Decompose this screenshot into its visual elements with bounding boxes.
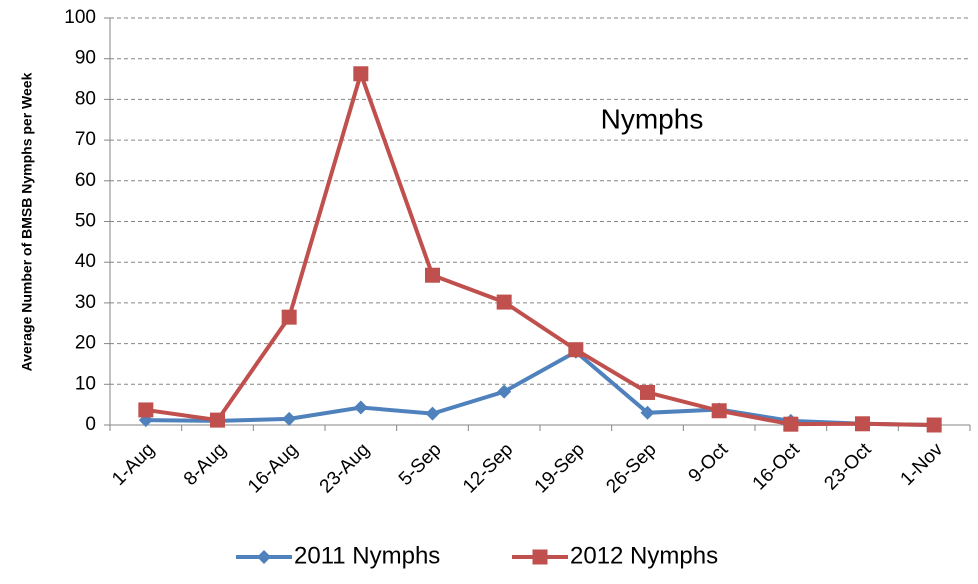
marker (640, 405, 655, 420)
legend-label: 2012 Nymphs (570, 542, 718, 569)
y-tick-label: 70 (75, 129, 96, 150)
x-tick-label: 16-Aug (244, 439, 302, 497)
marker (210, 412, 225, 428)
marker (353, 400, 368, 415)
marker (353, 66, 369, 82)
x-tick-label: 19-Sep (531, 439, 589, 497)
y-tick-label: 100 (64, 7, 96, 28)
marker (855, 416, 870, 432)
marker (425, 406, 440, 421)
y-tick-label: 20 (75, 333, 96, 354)
series-line (145, 349, 935, 427)
series-line (145, 67, 935, 427)
marker (425, 267, 440, 283)
x-tick-label: 8-Aug (180, 439, 231, 490)
y-tick-label: 40 (75, 251, 96, 272)
marker (138, 402, 154, 418)
y-tick-label: 80 (75, 88, 96, 109)
marker (257, 550, 271, 564)
x-tick-label: 23-Aug (316, 439, 374, 497)
marker (640, 384, 655, 400)
x-tick-label: 9-Oct (685, 439, 733, 487)
x-tick-label: 1-Nov (897, 439, 948, 490)
y-tick-label: 50 (75, 211, 96, 232)
annotation: Nymphs (601, 103, 704, 134)
x-tick-label: 1-Aug (108, 439, 159, 490)
marker (496, 294, 512, 310)
x-tick-label: 16-Oct (749, 439, 805, 495)
marker (783, 416, 799, 432)
y-tick-label: 60 (75, 170, 96, 191)
x-tick-label: 5-Sep (395, 439, 446, 490)
marker (281, 309, 297, 325)
marker (532, 549, 548, 565)
marker (282, 411, 297, 426)
marker (497, 384, 512, 399)
legend-label: 2011 Nymphs (294, 542, 440, 569)
x-tick-label: 26-Sep (602, 439, 660, 497)
x-tick-label: 12-Sep (459, 439, 517, 497)
y-tick-label: 30 (75, 292, 96, 313)
y-tick-label: 10 (75, 373, 96, 394)
y-axis-label: Average Number of BMSB Nymphs per Week (19, 72, 35, 371)
marker (568, 342, 584, 358)
y-tick-label: 0 (85, 414, 96, 435)
y-tick-label: 90 (75, 48, 96, 69)
marker (711, 403, 727, 419)
x-tick-label: 23-Oct (820, 439, 876, 495)
marker (926, 417, 942, 433)
